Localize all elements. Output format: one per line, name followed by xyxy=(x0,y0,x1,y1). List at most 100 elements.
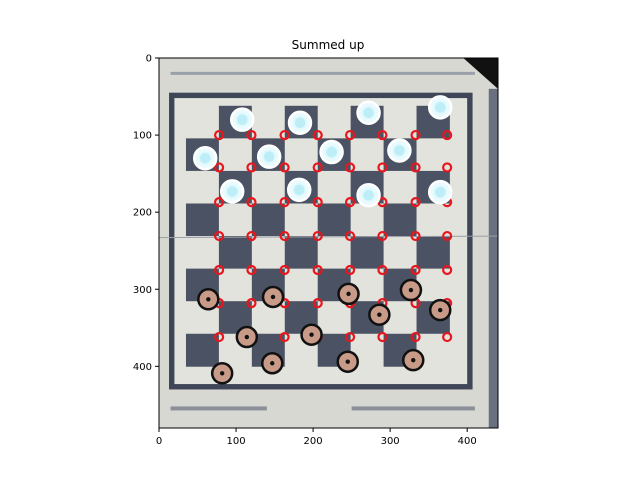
x-axis: 0 100 200 300 400 xyxy=(156,428,477,447)
grid-marker xyxy=(442,264,453,276)
board-square xyxy=(317,236,352,270)
white-piece-center xyxy=(361,188,376,202)
y-tick-label: 400 xyxy=(133,362,152,373)
photo-corner xyxy=(463,58,498,89)
grid-marker xyxy=(377,230,388,242)
black-piece-center xyxy=(438,307,443,313)
black-piece-center xyxy=(219,371,225,376)
grid-marker xyxy=(312,162,323,173)
grid-marker xyxy=(344,264,356,276)
grid-marker xyxy=(246,230,257,242)
white-piece-center xyxy=(292,183,306,197)
y-tick-label: 0 xyxy=(146,54,152,65)
y-tick-label: 300 xyxy=(133,285,152,296)
board-square xyxy=(284,138,319,172)
black-piece-center xyxy=(270,361,275,366)
grid-marker xyxy=(312,230,323,242)
board-square xyxy=(317,301,352,335)
grid-marker xyxy=(246,298,257,309)
grid-marker xyxy=(312,197,323,208)
white-piece-center xyxy=(225,184,239,199)
board-square xyxy=(416,236,450,270)
white-piece-center xyxy=(392,143,407,158)
board-square xyxy=(350,236,384,270)
grid-marker xyxy=(344,129,356,141)
grid-marker xyxy=(377,264,388,276)
grid-marker xyxy=(312,129,323,141)
black-piece-center xyxy=(345,359,350,364)
grid-marker xyxy=(410,331,421,343)
board-square xyxy=(251,105,286,139)
black-piece-center xyxy=(270,294,276,300)
white-piece-center xyxy=(433,185,447,199)
grid-marker xyxy=(213,129,225,141)
top-strip xyxy=(170,71,475,75)
white-piece-center xyxy=(433,100,447,115)
grid-marker xyxy=(213,230,225,242)
board-square xyxy=(284,236,319,270)
black-piece-center xyxy=(244,334,250,340)
black-piece-center xyxy=(346,291,351,297)
white-piece-center xyxy=(324,145,339,159)
board-image xyxy=(158,58,499,428)
y-tick-label: 200 xyxy=(133,208,152,219)
grid-marker xyxy=(344,162,356,173)
board-square xyxy=(284,268,319,302)
board-square xyxy=(185,236,220,270)
board-square xyxy=(416,203,450,237)
plot-title: Summed up xyxy=(292,38,365,52)
black-piece-center xyxy=(411,357,416,363)
grid-marker xyxy=(213,331,225,343)
white-piece-center xyxy=(361,105,376,120)
board-square xyxy=(383,236,417,270)
grid-marker xyxy=(344,331,356,343)
grid-marker xyxy=(213,162,225,173)
black-piece-center xyxy=(377,312,382,317)
board-square xyxy=(350,203,384,237)
board-square xyxy=(317,203,352,237)
grid-marker xyxy=(246,264,257,276)
grid-marker xyxy=(279,331,290,343)
grid-marker xyxy=(246,129,257,141)
grid-marker xyxy=(213,197,225,208)
black-piece-center xyxy=(408,287,414,293)
grid-marker xyxy=(279,264,290,276)
photo-edge xyxy=(488,88,498,428)
board-square xyxy=(317,170,352,204)
board-square xyxy=(185,333,220,367)
axes-frame xyxy=(158,57,499,429)
grid-marker xyxy=(279,197,290,208)
axes-border xyxy=(158,57,499,429)
grid-marker xyxy=(344,197,356,208)
bottom-strip-right xyxy=(351,406,475,411)
board-square xyxy=(185,170,220,204)
grid-marker xyxy=(279,162,290,173)
black-piece-center xyxy=(206,297,211,302)
grid-marker xyxy=(312,298,323,309)
board-square xyxy=(251,236,286,270)
white-piece-center xyxy=(293,116,307,130)
grid-marker xyxy=(377,331,388,343)
board-square xyxy=(251,170,286,204)
grid-marker xyxy=(442,331,453,343)
x-tick-label: 100 xyxy=(226,436,245,447)
white-piece-center xyxy=(198,151,212,165)
board-square xyxy=(185,203,220,237)
grid-marker xyxy=(377,162,388,173)
board-square xyxy=(383,170,417,204)
board-square xyxy=(218,268,253,302)
grid-marker xyxy=(377,129,388,141)
board-square xyxy=(416,138,450,172)
white-piece-center xyxy=(262,149,276,164)
grid-marker xyxy=(410,162,421,173)
board-square xyxy=(218,203,253,237)
grid-marker xyxy=(410,129,421,141)
x-tick-label: 300 xyxy=(381,436,400,447)
bottom-strip-left xyxy=(170,406,267,411)
board-square xyxy=(284,203,319,237)
y-tick-label: 100 xyxy=(133,131,152,142)
grid-marker xyxy=(410,197,421,208)
grid-marker xyxy=(312,264,323,276)
grid-marker xyxy=(410,264,421,276)
